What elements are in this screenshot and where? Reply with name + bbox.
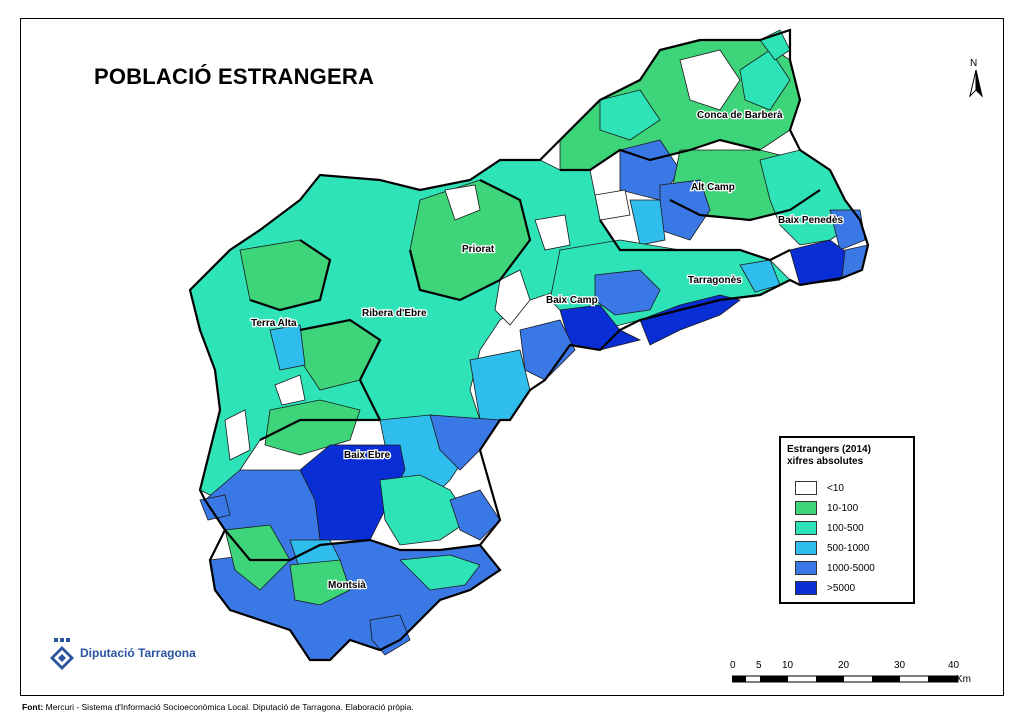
municipality-area bbox=[264, 399, 361, 456]
municipality-area bbox=[379, 474, 471, 546]
footer-text: Mercuri - Sistema d'Informació Socioecon… bbox=[45, 702, 414, 712]
logo-text: Diputació Tarragona bbox=[80, 646, 196, 660]
map-legend: Estrangers (2014) xifres absolutes <10 1… bbox=[779, 436, 915, 604]
legend-title-line-1: Estrangers (2014) bbox=[787, 444, 871, 455]
municipality-area bbox=[594, 189, 631, 221]
diputacio-logo: Diputació Tarragona bbox=[48, 634, 208, 674]
region-label: Conca de Barberà bbox=[697, 110, 783, 121]
scale-bar: 0 5 10 20 30 40 Km bbox=[730, 660, 972, 690]
region-label: Ribera d'Ebre bbox=[362, 308, 427, 319]
municipality-area bbox=[429, 414, 501, 471]
municipality-area bbox=[269, 324, 306, 371]
legend-swatch bbox=[795, 501, 817, 515]
map-frame bbox=[20, 18, 1004, 696]
municipality-area bbox=[444, 184, 481, 221]
region-label: Tarragonès bbox=[688, 275, 742, 286]
legend-label: 1000-5000 bbox=[827, 562, 875, 574]
north-arrow-icon bbox=[969, 69, 983, 98]
legend-label: >5000 bbox=[827, 582, 856, 594]
municipality-area bbox=[639, 294, 741, 346]
legend-item: <10 bbox=[795, 480, 844, 496]
municipality-area bbox=[494, 269, 531, 326]
municipality-area bbox=[199, 494, 231, 521]
scale-tick-label: 20 bbox=[838, 660, 850, 671]
legend-title: Estrangers (2014) xifres absolutes bbox=[787, 444, 871, 468]
municipality-area bbox=[224, 524, 291, 591]
scale-tick-label: 10 bbox=[782, 660, 794, 671]
legend-item: 500-1000 bbox=[795, 540, 869, 556]
municipality-area bbox=[679, 49, 741, 111]
region-label: Terra Alta bbox=[251, 318, 297, 329]
scale-tick-label: 0 bbox=[730, 660, 736, 671]
municipality-area bbox=[224, 409, 251, 461]
legend-label: <10 bbox=[827, 482, 844, 494]
municipality-area bbox=[369, 614, 411, 656]
diputacio-logo-icon bbox=[50, 638, 74, 670]
legend-swatch bbox=[795, 581, 817, 595]
municipality-area bbox=[289, 559, 351, 606]
municipality-area bbox=[594, 269, 661, 316]
scale-bar-graphic bbox=[732, 675, 959, 683]
source-footer: Font: Mercuri - Sistema d'Informació Soc… bbox=[22, 702, 414, 712]
municipality-area bbox=[449, 489, 501, 541]
legend-label: 10-100 bbox=[827, 502, 859, 514]
municipality-area bbox=[469, 349, 531, 421]
scale-tick-label: 40 bbox=[948, 660, 960, 671]
region-label: Baix Penedès bbox=[778, 215, 843, 226]
north-arrow: N bbox=[962, 58, 990, 102]
municipality-area bbox=[629, 199, 666, 246]
legend-swatch bbox=[795, 521, 817, 535]
region-label: Baix Ebre bbox=[344, 450, 391, 461]
map-title: POBLACIÓ ESTRANGERA bbox=[94, 64, 375, 89]
legend-item: >5000 bbox=[795, 580, 855, 596]
comarca-borders bbox=[188, 28, 870, 662]
scale-tick-label: 30 bbox=[894, 660, 906, 671]
scale-tick-label: 5 bbox=[756, 660, 762, 671]
region-label: Alt Camp bbox=[691, 182, 735, 193]
municipalities bbox=[189, 29, 869, 661]
footer-label: Font: bbox=[22, 702, 44, 712]
legend-swatch bbox=[795, 561, 817, 575]
legend-item: 10-100 bbox=[795, 500, 858, 516]
municipality-area bbox=[274, 374, 306, 406]
municipality-area bbox=[399, 554, 481, 591]
municipality-area bbox=[519, 319, 576, 381]
legend-title-line-2: xifres absolutes bbox=[787, 456, 864, 467]
legend-label: 100-500 bbox=[827, 522, 864, 534]
legend-swatch bbox=[795, 481, 817, 495]
legend-label: 500-1000 bbox=[827, 542, 870, 554]
legend-item: 100-500 bbox=[795, 520, 864, 536]
municipality-area bbox=[534, 214, 571, 251]
legend-swatch bbox=[795, 541, 817, 555]
municipality-area bbox=[599, 89, 661, 141]
municipality-area bbox=[739, 49, 791, 111]
north-label: N bbox=[970, 58, 978, 69]
region-label: Baix Camp bbox=[546, 295, 598, 306]
scale-unit: Km bbox=[956, 674, 971, 685]
legend-item: 1000-5000 bbox=[795, 560, 875, 576]
municipality-area bbox=[829, 209, 866, 251]
region-label: Montsià bbox=[328, 580, 366, 591]
region-label: Priorat bbox=[462, 244, 495, 255]
